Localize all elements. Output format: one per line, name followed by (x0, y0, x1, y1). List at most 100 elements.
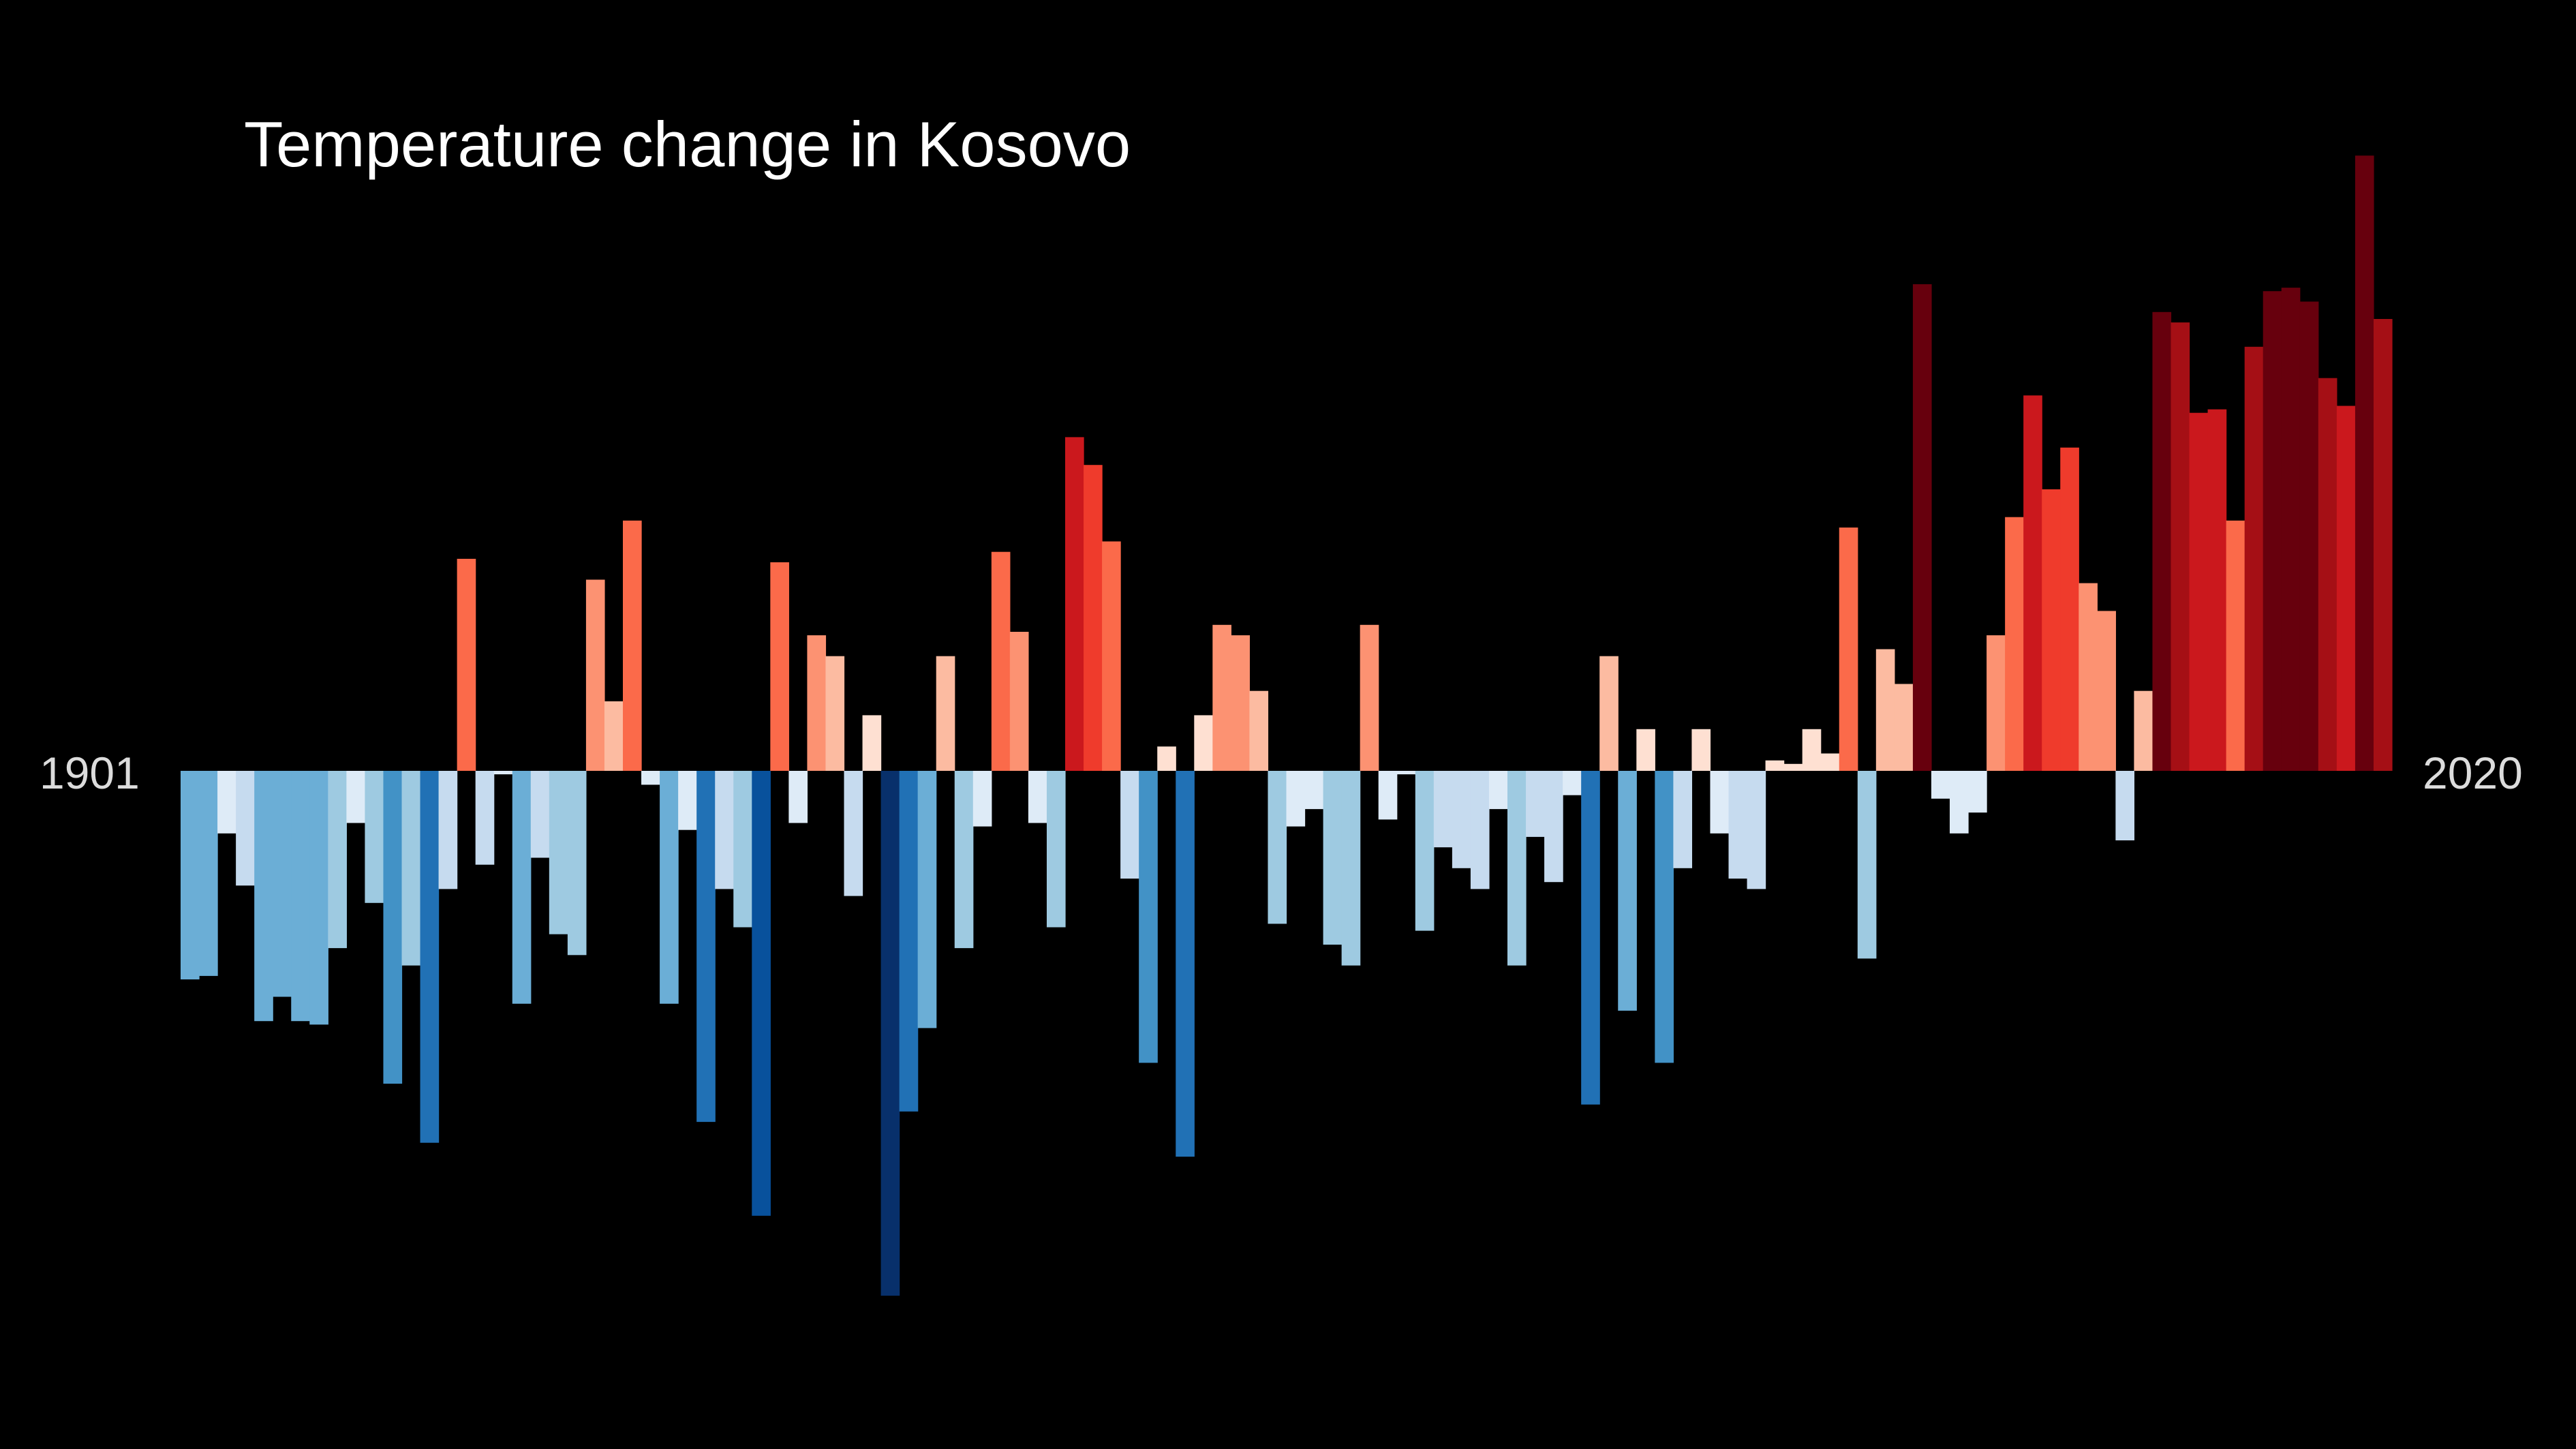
bar-2016 (2299, 301, 2319, 771)
bar-2004 (2079, 583, 2098, 771)
bar-2009 (2171, 322, 2190, 772)
bar-1913 (401, 771, 421, 966)
bar-1977 (1581, 771, 1600, 1105)
bar-1937 (844, 771, 863, 896)
bar-1987 (1765, 760, 1785, 771)
bar-1993 (1875, 649, 1895, 771)
bar-1986 (1747, 771, 1766, 889)
bar-1935 (807, 635, 827, 771)
bar-2012 (2226, 520, 2245, 771)
bar-1976 (1563, 771, 1582, 795)
bar-1943 (954, 771, 974, 949)
bar-1934 (788, 771, 808, 823)
bar-1910 (346, 771, 366, 823)
bar-2005 (2097, 611, 2116, 771)
bar-1979 (1618, 771, 1637, 1011)
end-year-label: 2020 (2423, 748, 2523, 798)
bar-2019 (2355, 155, 2374, 772)
bar-1998 (1968, 771, 1987, 813)
bar-1985 (1728, 771, 1748, 879)
bar-1914 (420, 771, 440, 1143)
bar-1916 (457, 558, 476, 771)
bar-1999 (1987, 635, 2006, 771)
bar-2001 (2023, 395, 2042, 771)
bar-1906 (273, 771, 292, 997)
bar-1967 (1396, 771, 1416, 775)
bar-1924 (604, 701, 624, 771)
bar-1905 (254, 771, 273, 1022)
bar-1944 (972, 771, 992, 827)
bar-1964 (1341, 771, 1361, 966)
bar-1909 (328, 771, 347, 949)
bar-1954 (1157, 746, 1176, 771)
bar-2011 (2207, 409, 2227, 771)
bar-2007 (2134, 690, 2153, 771)
bar-1972 (1488, 771, 1508, 810)
bar-1950 (1084, 465, 1103, 771)
bar-1920 (530, 771, 550, 858)
bar-1929 (696, 771, 716, 1123)
bar-1951 (1102, 541, 1121, 771)
bar-1932 (752, 771, 771, 1216)
bar-2002 (2042, 489, 2061, 771)
bar-2000 (2005, 517, 2024, 771)
bar-1968 (1415, 771, 1435, 931)
bar-1992 (1857, 771, 1877, 959)
bar-1945 (991, 551, 1011, 771)
bar-1984 (1710, 771, 1730, 834)
bar-1960 (1268, 771, 1287, 924)
bar-1963 (1323, 771, 1343, 945)
bar-1941 (917, 771, 937, 1028)
bar-1966 (1378, 771, 1398, 820)
bar-1946 (1009, 632, 1029, 771)
chart-title: Temperature change in Kosovo (244, 108, 1131, 180)
bar-1956 (1194, 715, 1213, 771)
bar-1959 (1249, 690, 1269, 771)
bar-1975 (1544, 771, 1563, 883)
bar-1917 (475, 771, 495, 865)
bar-1990 (1820, 753, 1840, 771)
bar-1908 (309, 771, 328, 1025)
bar-1948 (1046, 771, 1066, 928)
bar-1983 (1691, 729, 1711, 771)
bar-1901 (181, 771, 200, 979)
bar-2013 (2244, 346, 2264, 771)
bar-1981 (1655, 771, 1674, 1063)
bar-1928 (678, 771, 697, 830)
bar-1973 (1507, 771, 1527, 966)
bar-1953 (1139, 771, 1158, 1063)
bar-1969 (1433, 771, 1453, 848)
bar-2003 (2060, 447, 2079, 771)
bar-1926 (641, 771, 660, 785)
bar-2008 (2152, 311, 2172, 771)
bar-1930 (715, 771, 734, 889)
bar-1922 (567, 771, 587, 956)
bar-1978 (1599, 656, 1619, 771)
bar-1971 (1470, 771, 1490, 889)
bar-2017 (2318, 378, 2337, 771)
bar-1947 (1028, 771, 1047, 823)
bar-1965 (1360, 624, 1379, 771)
bar-1997 (1950, 771, 1969, 834)
bar-1961 (1286, 771, 1306, 827)
bar-1989 (1802, 729, 1822, 771)
bar-1927 (660, 771, 679, 1004)
bar-1912 (383, 771, 403, 1084)
bar-1970 (1452, 771, 1471, 868)
bar-1974 (1526, 771, 1545, 837)
bar-1952 (1120, 771, 1139, 879)
bar-1996 (1931, 771, 1950, 799)
bar-2010 (2189, 412, 2209, 771)
bar-1918 (493, 771, 513, 775)
bar-2018 (2336, 406, 2356, 771)
bar-1907 (291, 771, 310, 1022)
bar-2006 (2115, 771, 2135, 840)
bar-1925 (623, 520, 642, 771)
bar-1921 (549, 771, 568, 934)
bar-1936 (825, 656, 845, 771)
bar-1938 (862, 715, 882, 771)
bar-1903 (217, 771, 236, 834)
bar-1991 (1839, 528, 1858, 771)
